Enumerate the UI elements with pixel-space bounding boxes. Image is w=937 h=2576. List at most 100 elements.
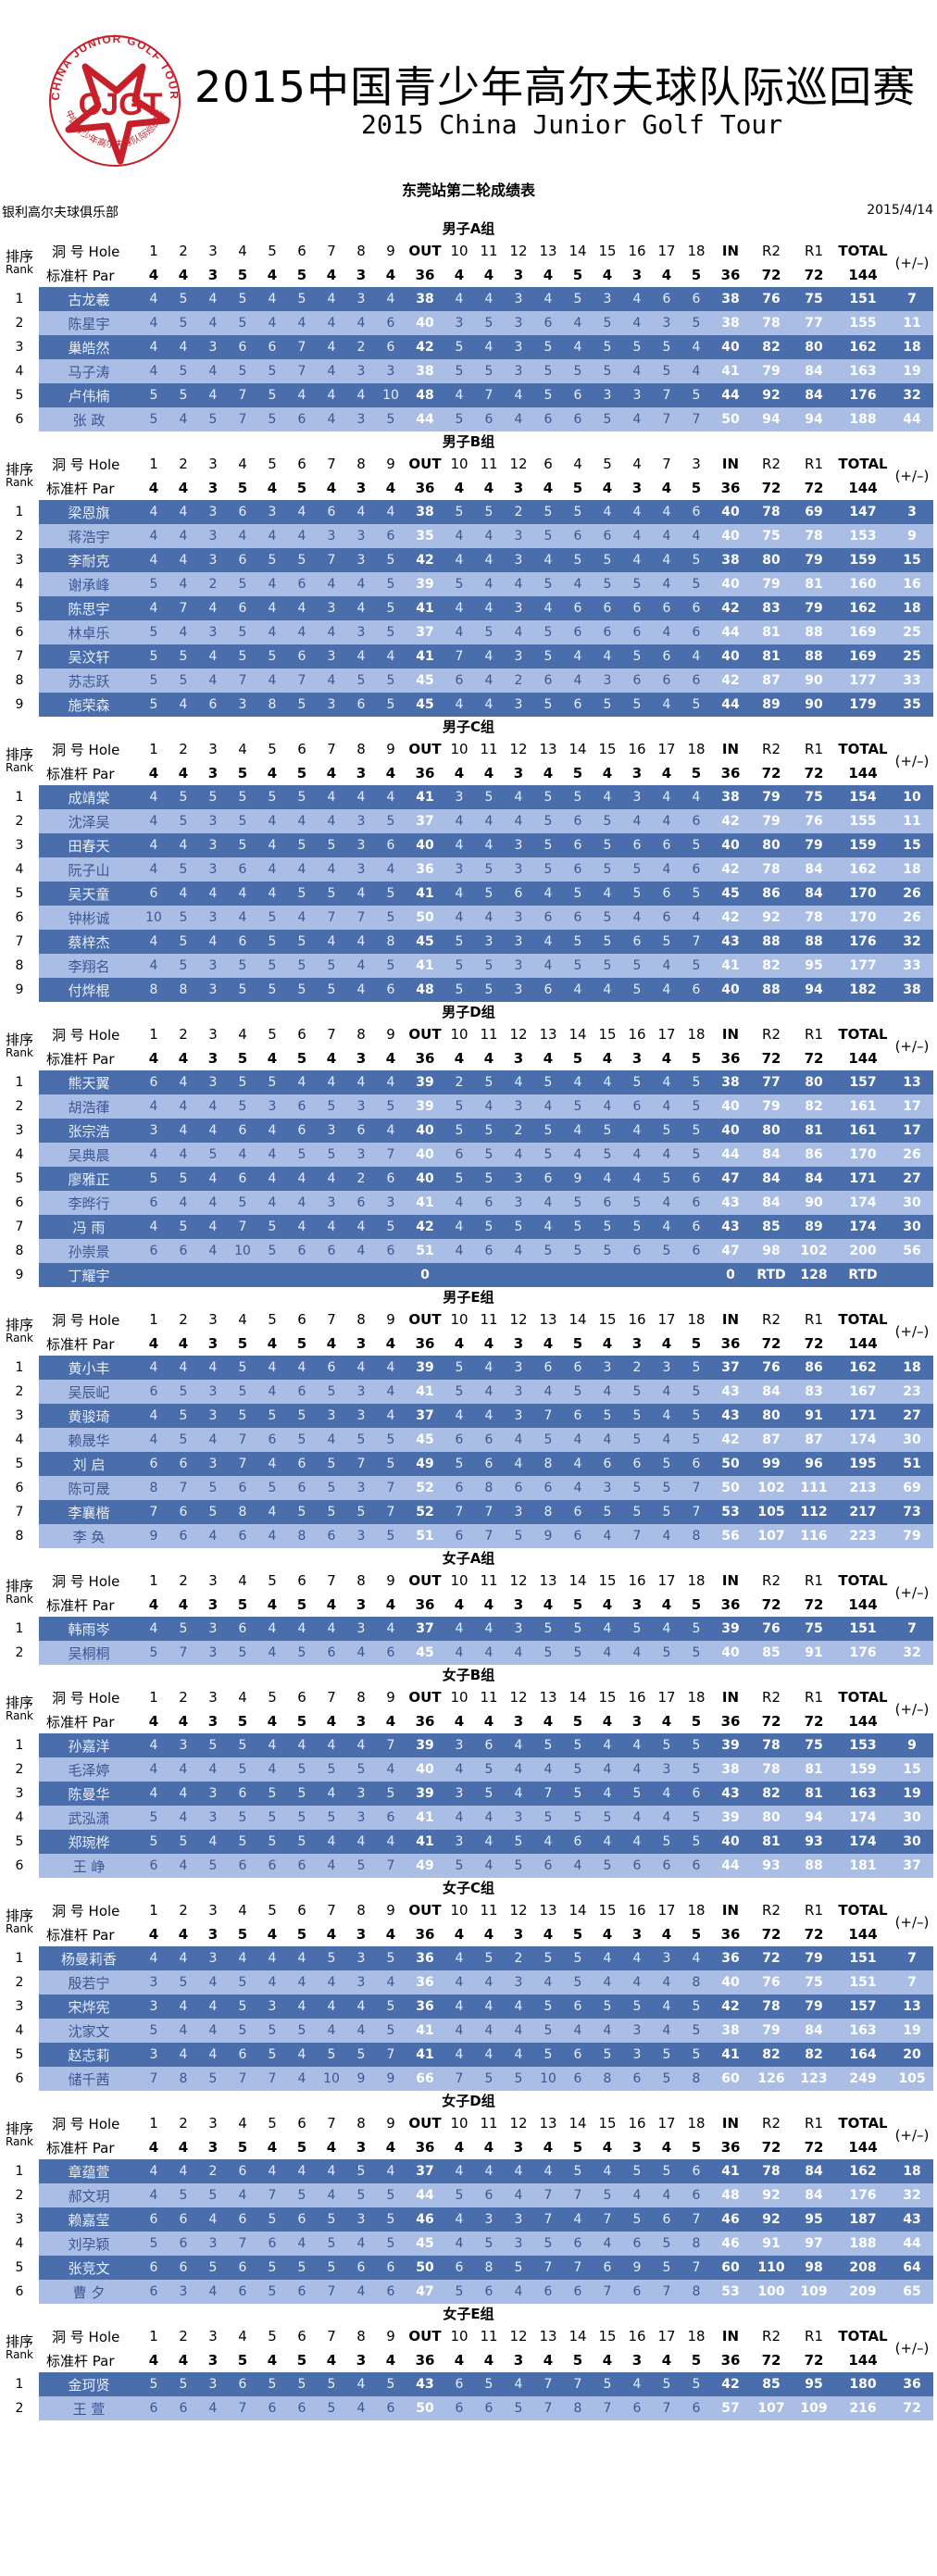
score-cell: 3 (198, 833, 228, 857)
par-value: 5 (237, 267, 248, 283)
score-cell: 5 (681, 383, 711, 407)
score-cell: 4 (257, 1500, 287, 1524)
hole-number: 1 (149, 1572, 158, 1589)
player-row: 9 施荣森 5 4 6 3 8 5 3 6 5 45 4 4 3 5 6 5 5 4 5 44 89 90 179 35 (0, 693, 933, 717)
score-cell: 76 (750, 1617, 793, 1641)
score-cell: 6 (474, 1733, 504, 1757)
hole-number: 6 (297, 1311, 306, 1328)
player-name: 王 峥 (39, 1854, 139, 1878)
score-cell: 5 (228, 359, 257, 383)
score-cell: 182 (835, 978, 891, 1002)
par-value: 4 (483, 2139, 494, 2156)
score-cell: 42 (711, 596, 750, 620)
score-cell: 5 (287, 287, 317, 311)
score-cell: 4 (287, 857, 317, 882)
score-cell: 5 (169, 287, 198, 311)
score-cell: 6 (139, 1070, 169, 1094)
par-value: 3 (631, 1335, 643, 1352)
score-cell: 5 (376, 620, 406, 644)
score-cell: 5 (563, 1946, 593, 1970)
logo-text: CJGT (79, 87, 163, 122)
score-cell: 5 (198, 1500, 228, 1524)
score-cell: 126 (750, 2067, 793, 2091)
hole-number: 13 (539, 741, 557, 757)
score-cell: 13 (891, 1995, 933, 2019)
hole-number: 7 (327, 741, 336, 757)
score-cell: 4 (652, 1524, 681, 1548)
score-cell: 48 (711, 2183, 750, 2207)
player-row: 1 章蕴萱 4 4 2 6 4 4 4 5 4 37 4 4 4 4 5 4 5 5 6 41 78 84 162 18 (0, 2159, 933, 2183)
player-row: 4 沈家文 5 4 4 5 5 5 4 4 5 41 4 4 4 5 4 4 3 4 5 38 79 84 163 19 (0, 2019, 933, 2043)
score-cell: 110 (750, 2256, 793, 2280)
score-cell: 5 (622, 1191, 652, 1215)
hole-number: 11 (480, 456, 498, 472)
score-cell: 5 (228, 1356, 257, 1380)
par-value: 5 (237, 1713, 248, 1730)
score-cell: 6 (563, 1995, 593, 2019)
score-cell: 95 (793, 2372, 835, 2396)
score-cell: 75 (793, 1970, 835, 1995)
par-value: 72 (804, 765, 824, 782)
hole-number: 15 (598, 243, 617, 259)
score-cell: 5 (317, 2043, 346, 2067)
par-value: 4 (661, 267, 672, 283)
score-cell: 5 (139, 620, 169, 644)
score-cell: 4 (444, 2232, 474, 2256)
player-rank: 5 (0, 1167, 39, 1191)
score-cell: 4 (563, 1119, 593, 1143)
score-cell: 44 (406, 407, 444, 431)
score-cell: 6 (257, 2396, 287, 2420)
score-cell: 5 (317, 1757, 346, 1782)
score-cell: 4 (533, 287, 563, 311)
score-cell: 4 (593, 1641, 622, 1665)
score-cell: 4 (533, 882, 563, 906)
score-cell: 3 (593, 1356, 622, 1380)
score-cell: 5 (563, 1215, 593, 1239)
score-cell: 6 (593, 1191, 622, 1215)
hole-number: 14 (568, 2328, 587, 2345)
hole-number: 3 (208, 1572, 218, 1589)
score-cell: 4 (198, 2019, 228, 2043)
score-cell: 80 (750, 1404, 793, 1428)
player-row: 4 吴典晨 4 4 5 4 4 5 5 3 7 40 6 5 4 5 4 5 4 4 5 44 84 86 170 26 (0, 1143, 933, 1167)
score-cell: 4 (287, 596, 317, 620)
score-cell: 3 (504, 287, 533, 311)
score-cell: 4 (317, 2159, 346, 2183)
score-cell: 8 (376, 930, 406, 954)
score-cell: 81 (793, 1782, 835, 1806)
hole-number: R1 (805, 2328, 823, 2345)
score-cell: 151 (835, 1617, 891, 1641)
score-cell: 6 (563, 1500, 593, 1524)
par-value: 72 (761, 1335, 781, 1352)
score-cell: 5 (139, 1830, 169, 1854)
score-cell: 4 (198, 2280, 228, 2304)
score-cell: 5 (169, 906, 198, 930)
score-cell: 6 (563, 2232, 593, 2256)
score-cell: 7 (346, 906, 376, 930)
hole-number: 4 (573, 456, 582, 472)
score-cell: 4 (257, 1970, 287, 1995)
player-row: 9 丁耀宇 0 0 RTD 128 RTD (0, 1263, 933, 1287)
par-value: 3 (513, 267, 524, 283)
score-cell: 4 (593, 1946, 622, 1970)
par-value: 36 (415, 1596, 435, 1613)
score-cell: 5 (257, 1404, 287, 1428)
score-cell: 9 (563, 1167, 593, 1191)
score-cell: 4 (287, 1970, 317, 1995)
player-name: 王 萱 (39, 2396, 139, 2420)
score-cell: 44 (891, 407, 933, 431)
score-cell: 5 (317, 1143, 346, 1167)
score-cell: 6 (139, 1380, 169, 1404)
par-value: 5 (691, 2139, 702, 2156)
score-cell: 85 (750, 1641, 793, 1665)
score-cell: 5 (593, 2183, 622, 2207)
score-cell: 4 (287, 1946, 317, 1970)
score-cell: 163 (835, 359, 891, 383)
score-cell: 5 (287, 1782, 317, 1806)
player-row: 1 杨曼莉香 4 4 3 4 4 4 5 3 5 36 4 5 2 5 5 4 4 3 4 36 72 79 151 7 (0, 1946, 933, 1970)
score-cell: 3 (317, 1404, 346, 1428)
player-rank: 3 (0, 1995, 39, 2019)
score-cell: 4 (504, 572, 533, 596)
score-cell: 3 (198, 1617, 228, 1641)
